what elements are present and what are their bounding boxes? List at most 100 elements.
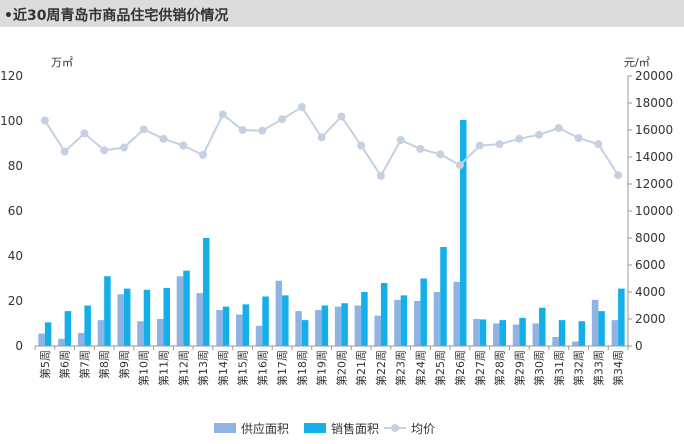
x-axis-tick-label: 第8周 xyxy=(97,350,111,379)
x-axis-tick-label: 第7周 xyxy=(77,350,91,379)
x-axis-tick-label: 第30周 xyxy=(532,350,546,386)
supply-bar xyxy=(413,301,421,346)
price-point xyxy=(574,134,583,143)
x-axis-tick-label: 第27周 xyxy=(473,350,487,386)
price-point xyxy=(297,103,306,112)
x-axis-tick-label: 第19周 xyxy=(315,350,329,386)
sales-bar xyxy=(301,320,309,346)
sales-bar xyxy=(499,320,507,346)
right-axis-tick-label: 4000 xyxy=(635,285,666,299)
supply-bar xyxy=(137,321,144,346)
sales-bar xyxy=(282,295,289,346)
sales-bar xyxy=(578,321,586,346)
sales-bar xyxy=(539,307,546,346)
supply-bar xyxy=(532,323,540,346)
axes: 0 20 40 60 80 100 120 0 2000 4000 6000 8000 10000 120… xyxy=(0,69,673,386)
x-axis-tick-label: 第18周 xyxy=(295,350,309,386)
chart-title: •近30周青岛市商品住宅供销价情况 xyxy=(4,8,229,24)
sales-bar xyxy=(380,283,388,346)
x-axis-tick-label: 第31周 xyxy=(552,350,566,386)
price-point xyxy=(357,141,366,150)
x-axis-tick-label: 第26周 xyxy=(453,350,467,386)
price-point xyxy=(139,125,148,134)
supply-bar xyxy=(591,299,599,346)
sales-bar xyxy=(104,276,111,346)
price-point xyxy=(278,115,287,124)
sales-bar xyxy=(558,320,566,346)
x-axis-tick-label: 第9周 xyxy=(117,350,131,379)
supply-bar xyxy=(611,320,619,346)
price-point xyxy=(60,147,69,156)
price-point xyxy=(159,134,168,143)
price-point xyxy=(535,130,544,139)
supply-bar xyxy=(58,338,65,346)
line-series xyxy=(40,103,623,180)
sales-bar xyxy=(123,288,131,346)
right-axis-tick-label: 16000 xyxy=(635,123,673,137)
supply-bar xyxy=(255,325,263,346)
right-axis-tick-label: 14000 xyxy=(635,150,673,164)
sales-bar xyxy=(420,278,427,346)
x-axis-tick-label: 第14周 xyxy=(216,350,230,386)
right-axis-tick-label: 6000 xyxy=(635,258,666,272)
sales-bar xyxy=(459,119,467,346)
sales-bar xyxy=(519,317,526,346)
legend-label-price: 均价 xyxy=(411,422,435,436)
supply-bar xyxy=(374,315,381,346)
sales-bar xyxy=(84,305,91,346)
price-point xyxy=(337,112,346,121)
price-point xyxy=(119,143,128,152)
chart-title-bar: •近30周青岛市商品住宅供销价情况 xyxy=(0,0,684,27)
price-point xyxy=(455,161,464,170)
right-axis-tick-label: 12000 xyxy=(635,177,673,191)
x-axis-tick-label: 第5周 xyxy=(38,350,52,379)
supply-bar xyxy=(97,320,105,346)
x-axis-tick-label: 第11周 xyxy=(156,350,170,386)
right-axis-tick-label: 2000 xyxy=(635,312,666,326)
price-point xyxy=(199,150,208,159)
supply-bar xyxy=(394,299,401,346)
supply-bar xyxy=(493,323,500,346)
left-axis-tick-label: 20 xyxy=(8,294,23,308)
x-axis-tick-label: 第16周 xyxy=(255,350,269,386)
legend-marker-price xyxy=(391,424,399,432)
supply-bar xyxy=(216,310,223,346)
price-line xyxy=(44,105,619,178)
x-axis-tick-label: 第6周 xyxy=(58,350,72,379)
price-point xyxy=(218,110,227,119)
x-axis-tick-label: 第34周 xyxy=(611,350,625,386)
x-axis-tick-label: 第10周 xyxy=(137,350,151,386)
left-axis-unit: 万㎡ xyxy=(51,56,73,69)
left-axis-tick-label: 80 xyxy=(8,159,23,173)
x-axis-tick-label: 第21周 xyxy=(354,350,368,386)
sales-bar xyxy=(618,288,625,346)
supply-bar xyxy=(156,319,164,346)
sales-bar xyxy=(143,289,151,346)
bar-series xyxy=(38,119,625,346)
x-axis-tick-label: 第32周 xyxy=(572,350,586,386)
x-axis-tick-label: 第15周 xyxy=(236,350,250,386)
right-axis-unit: 元/㎡ xyxy=(624,56,650,69)
supply-bar xyxy=(275,280,283,346)
sales-bar xyxy=(44,322,52,346)
sales-bar xyxy=(361,292,368,346)
price-point xyxy=(416,144,425,153)
x-axis-tick-label: 第12周 xyxy=(176,350,190,386)
sales-bar xyxy=(163,287,170,346)
price-point xyxy=(100,146,109,155)
sales-bar xyxy=(203,238,210,346)
x-axis-tick-label: 第24周 xyxy=(413,350,427,386)
left-axis-tick-label: 40 xyxy=(8,249,23,263)
right-axis-tick-label: 20000 xyxy=(635,69,673,83)
price-point xyxy=(40,116,49,125)
supply-bar xyxy=(334,306,342,346)
price-point xyxy=(495,140,504,149)
price-point xyxy=(179,141,188,150)
x-axis-tick-label: 第33周 xyxy=(591,350,605,386)
sales-bar xyxy=(64,311,72,346)
supply-bar xyxy=(512,324,520,346)
legend-label-sales: 销售面积 xyxy=(331,421,379,436)
legend-label-supply: 供应面积 xyxy=(241,421,289,436)
left-axis-tick-label: 100 xyxy=(0,114,23,128)
